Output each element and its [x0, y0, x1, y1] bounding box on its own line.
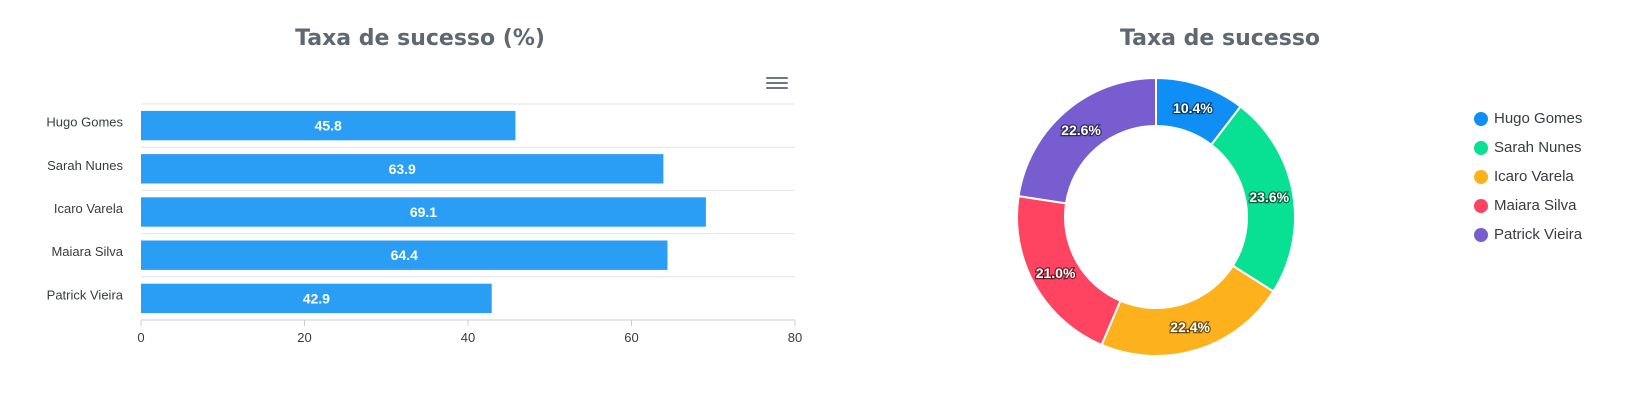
x-tick-label: 0: [137, 330, 144, 345]
legend-label: Hugo Gomes: [1494, 110, 1583, 127]
y-category-label: Patrick Vieira: [47, 287, 124, 302]
bar-data-label: 69.1: [410, 204, 437, 220]
y-category-label: Maiara Silva: [51, 244, 123, 259]
bar: [141, 240, 668, 270]
donut-chart-title: Taxa de sucesso: [1119, 26, 1321, 51]
slice-value-label: 22.4%: [1170, 319, 1210, 335]
legend-marker: [1474, 111, 1488, 126]
slice-value-label: 10.4%: [1173, 100, 1213, 116]
x-tick-label: 40: [461, 330, 475, 345]
bar: [141, 154, 664, 184]
donut-slice: [1017, 76, 1157, 205]
bar-data-label: 42.9: [303, 290, 330, 306]
y-category-label: Hugo Gomes: [46, 115, 123, 130]
legend-item[interactable]: Patrick Vieira: [1474, 220, 1582, 249]
hamburger-menu-icon[interactable]: [766, 74, 788, 92]
slice-value-label: 22.6%: [1061, 122, 1101, 138]
bar: [141, 283, 492, 314]
y-category-label: Icaro Varela: [54, 201, 124, 216]
legend-item[interactable]: Sarah Nunes: [1474, 133, 1582, 162]
legend-item[interactable]: Hugo Gomes: [1474, 104, 1582, 133]
bar-data-label: 64.4: [391, 247, 418, 263]
legend-item[interactable]: Maiara Silva: [1474, 191, 1582, 220]
slice-value-label: 21.0%: [1036, 265, 1076, 281]
legend-marker: [1474, 140, 1488, 155]
legend-label: Icaro Varela: [1494, 168, 1574, 185]
legend-marker: [1474, 198, 1488, 213]
bar: [141, 110, 516, 141]
legend-marker: [1474, 169, 1488, 184]
x-tick-label: 80: [788, 330, 802, 345]
legend-label: Maiara Silva: [1494, 197, 1577, 214]
donut-slice: [1100, 264, 1275, 357]
bar-data-label: 45.8: [315, 118, 342, 134]
bar-chart-title: Taxa de sucesso (%): [295, 26, 545, 51]
legend-marker: [1474, 227, 1488, 242]
bar: [141, 197, 706, 227]
legend-label: Patrick Vieira: [1494, 226, 1583, 243]
legend-item[interactable]: Icaro Varela: [1474, 162, 1582, 191]
bar-data-label: 63.9: [389, 161, 416, 177]
x-tick-label: 60: [624, 330, 638, 345]
x-tick-label: 20: [297, 330, 311, 345]
legend-label: Sarah Nunes: [1494, 139, 1582, 156]
donut-legend: Hugo Gomes Sarah Nunes Icaro Varela Maiara …: [1474, 104, 1582, 249]
y-category-label: Sarah Nunes: [47, 158, 123, 173]
slice-value-label: 23.6%: [1249, 189, 1289, 205]
